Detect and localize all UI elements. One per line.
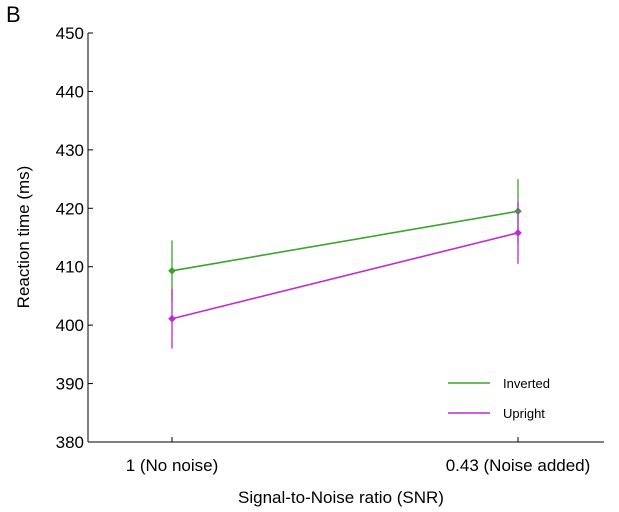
data-point: [168, 267, 176, 275]
y-axis-label: Reaction time (ms): [14, 166, 33, 309]
data-point: [514, 229, 522, 237]
y-tick-label: 380: [56, 433, 84, 452]
legend-label-inverted: Inverted: [503, 376, 550, 391]
x-axis-ticks: 1 (No noise) 0.43 (Noise added): [126, 437, 591, 475]
legend: Inverted Upright: [448, 376, 550, 421]
y-tick-label: 390: [56, 375, 84, 394]
series-upright: [168, 201, 522, 349]
data-point: [168, 314, 176, 323]
y-tick-label: 420: [56, 199, 84, 218]
y-tick-label: 410: [56, 258, 84, 277]
y-tick-label: 430: [56, 141, 84, 160]
series-line-upright: [171, 232, 519, 320]
series-line-inverted: [171, 210, 519, 272]
y-tick-label: 400: [56, 316, 84, 335]
x-tick-label: 1 (No noise): [126, 456, 219, 475]
legend-label-upright: Upright: [503, 406, 545, 421]
series-layer: [168, 179, 522, 349]
x-axis-label: Signal-to-Noise ratio (SNR): [238, 488, 444, 507]
y-axis-ticks: 380 390 400 410 420 430 440 450: [56, 24, 93, 452]
x-tick-label: 0.43 (Noise added): [446, 456, 591, 475]
y-tick-label: 450: [56, 24, 84, 43]
panel-label: B: [6, 2, 21, 27]
y-tick-label: 440: [56, 82, 84, 101]
series-inverted: [168, 179, 522, 302]
